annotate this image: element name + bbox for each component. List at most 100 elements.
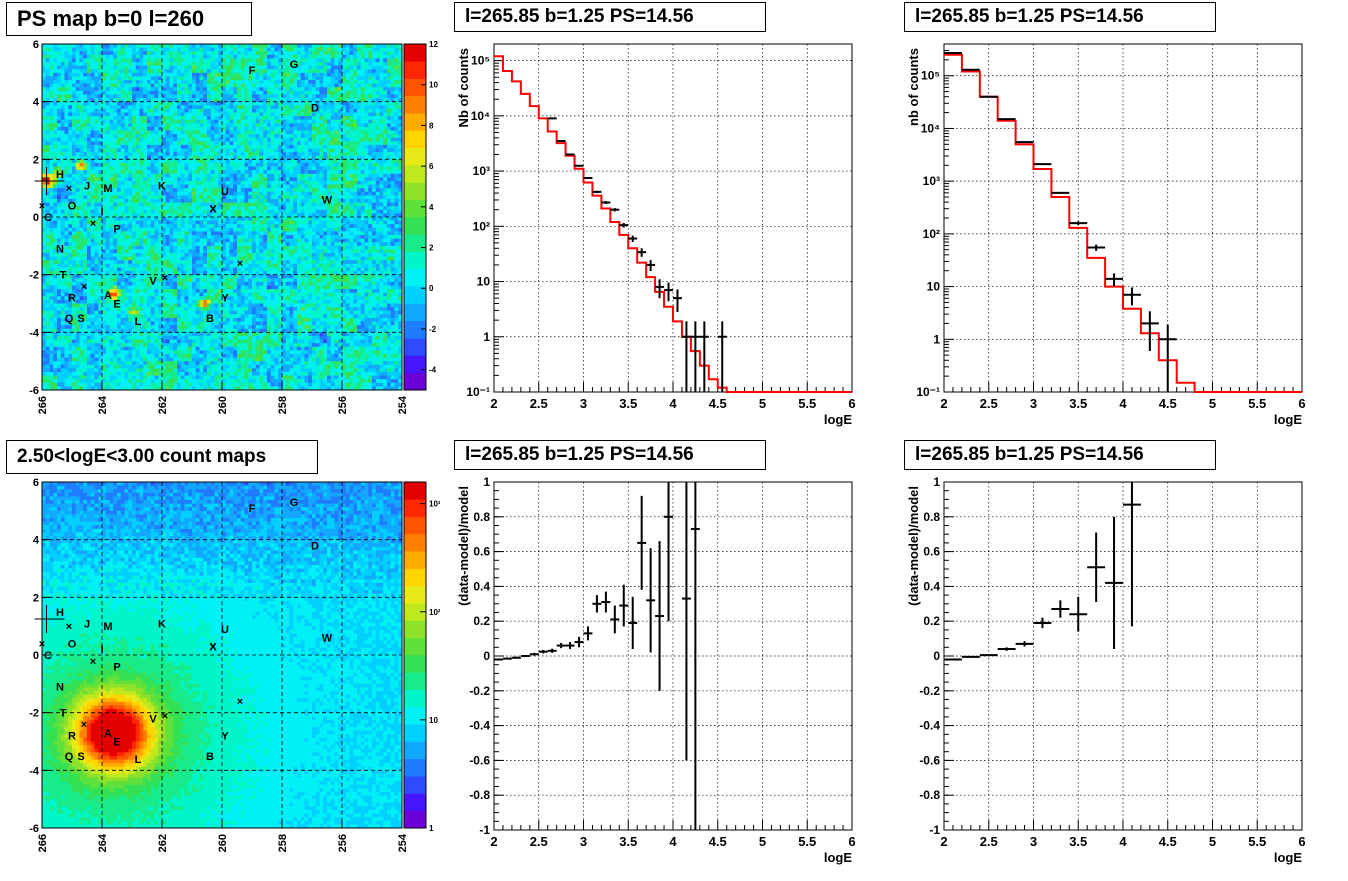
y-tick-label: 0.8 <box>473 510 490 524</box>
x-tick-label: 4 <box>1119 834 1127 849</box>
source-label: B <box>206 751 214 763</box>
y-tick-label: 0.2 <box>923 614 940 628</box>
source-label: K <box>158 180 166 192</box>
colorbar-label: 10 <box>429 716 438 725</box>
data-point <box>610 606 619 634</box>
data-point <box>566 154 575 155</box>
source-label: V <box>149 275 157 287</box>
x-tick-label: 256 <box>337 396 349 414</box>
data-point <box>655 541 664 691</box>
data-point <box>1016 142 1034 143</box>
spectrum-title-1: l=265.85 b=1.25 PS=14.56 <box>454 2 766 32</box>
y-tick-label: 0 <box>33 212 39 224</box>
y-tick-label: 10⁴ <box>921 121 940 135</box>
y-tick-label: -0.4 <box>469 719 490 733</box>
source-marker: × <box>66 183 72 195</box>
data-point <box>682 321 691 392</box>
source-label: N <box>56 244 64 256</box>
y-tick-label: -2 <box>29 270 39 282</box>
x-tick-label: 5.5 <box>798 834 816 849</box>
data-point <box>998 647 1016 650</box>
x-axis-title: logE <box>824 412 852 427</box>
x-tick-label: 4 <box>669 396 677 411</box>
source-label: W <box>322 633 333 645</box>
y-tick-label: 0.4 <box>923 579 940 593</box>
y-tick-label: 10⁵ <box>921 69 940 83</box>
data-point <box>592 595 601 612</box>
source-label: F <box>249 65 256 77</box>
y-tick-label: 0 <box>483 649 490 663</box>
y-tick-label: 4 <box>33 535 40 547</box>
colorbar <box>404 482 426 828</box>
x-tick-label: 2 <box>490 396 497 411</box>
source-label: O <box>68 200 77 212</box>
spectrum-title-2: l=265.85 b=1.25 PS=14.56 <box>904 2 1216 32</box>
source-label: A <box>104 728 112 740</box>
source-label: E <box>113 737 120 749</box>
data-point <box>718 321 727 392</box>
data-point <box>539 650 548 653</box>
y-tick-label: -0.8 <box>469 788 490 802</box>
data-point <box>1087 532 1105 602</box>
colorbar-label: 6 <box>429 162 434 171</box>
colorbar-label: 12 <box>429 40 438 49</box>
y-tick-label: 10⁵ <box>471 54 490 68</box>
data-point <box>548 649 557 653</box>
data-point <box>1105 273 1123 286</box>
x-tick-label: 6 <box>848 834 855 849</box>
data-point <box>601 201 610 204</box>
y-tick-label: 6 <box>33 39 39 51</box>
data-point <box>575 165 584 166</box>
data-point <box>628 236 637 242</box>
x-tick-label: 2 <box>940 396 947 411</box>
y-tick-label: 0 <box>933 649 940 663</box>
data-point <box>655 279 664 298</box>
x-tick-label: 254 <box>397 833 409 852</box>
source-label: W <box>322 195 333 207</box>
y-tick-label: -6 <box>29 823 39 835</box>
y-tick-label: 1 <box>933 475 940 489</box>
y-tick-label: -4 <box>29 327 40 339</box>
source-label: P <box>113 662 120 674</box>
data-point <box>1087 245 1105 251</box>
x-tick-label: 2 <box>490 834 497 849</box>
source-label: M <box>103 183 112 195</box>
x-tick-label: 5 <box>1209 396 1216 411</box>
source-label: U <box>221 624 229 636</box>
data-point <box>503 658 512 660</box>
source-marker: × <box>39 638 45 650</box>
source-label: I <box>100 644 103 656</box>
source-label: H <box>56 607 64 619</box>
source-label: R <box>68 293 76 305</box>
x-axis-title: logE <box>1274 850 1302 865</box>
x-tick-label: 5 <box>759 834 766 849</box>
y-tick-label: 0 <box>33 650 39 662</box>
count-map-title: 2.50<logE<3.00 count maps <box>6 440 318 474</box>
y-tick-label: -0.2 <box>919 684 940 698</box>
source-marker: × <box>66 621 72 633</box>
source-marker: × <box>162 711 168 723</box>
x-tick-label: 4.5 <box>709 834 727 849</box>
y-tick-label: 10 <box>927 280 941 294</box>
y-tick-label: 10³ <box>473 164 490 178</box>
data-point <box>1016 641 1034 646</box>
x-tick-label: 5.5 <box>798 396 816 411</box>
data-point <box>619 223 628 228</box>
y-tick-label: 0.6 <box>923 545 940 559</box>
y-tick-label: 1 <box>933 332 940 346</box>
data-point <box>494 659 503 661</box>
source-label: O <box>68 638 77 650</box>
source-marker: × <box>90 218 96 230</box>
data-point <box>575 637 584 647</box>
y-tick-label: -1 <box>479 823 490 837</box>
data-point <box>1141 311 1159 351</box>
data-point <box>512 657 521 659</box>
data-point <box>646 548 655 652</box>
residual-title-1: l=265.85 b=1.25 PS=14.56 <box>454 440 766 470</box>
